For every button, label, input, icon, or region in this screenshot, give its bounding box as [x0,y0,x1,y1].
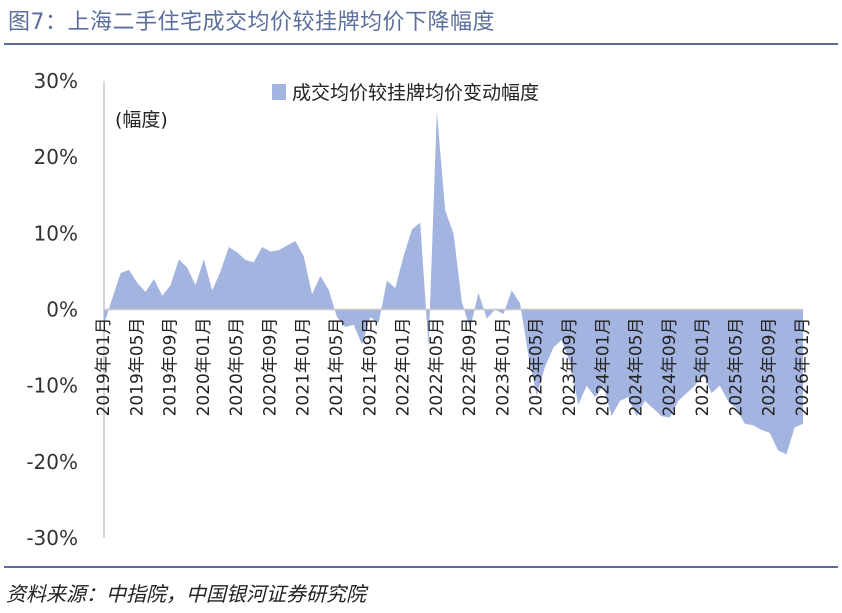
x-tick-label: 2019年01月 [94,318,114,417]
x-tick-label: 2023年01月 [493,318,513,417]
x-tick-label: 2022年09月 [460,317,480,416]
footer-divider [4,566,838,568]
x-tick-label: 2021年05月 [327,318,347,417]
legend-swatch [272,84,286,100]
x-tick-label: 2024年01月 [593,318,613,417]
chart-title: 图7：上海二手住宅成交均价较挂牌均价下降幅度 [8,10,495,35]
y-axis-ticks: 30% 20% 10% 0% -10% -20% -30% [26,69,78,550]
x-axis-ticks: 2019年01月 2019年05月 2019年09月 2020年01月 2020年05月… [94,317,813,416]
y-tick-label: 20% [34,145,78,169]
x-tick-label: 2019年05月 [127,318,147,417]
x-tick-label: 2026年01月 [793,318,813,417]
x-tick-label: 2022年01月 [394,318,414,417]
y-tick-label: -30% [26,526,78,550]
y-tick-label: 10% [34,221,78,245]
x-tick-label: 2020年05月 [227,318,247,417]
y-tick-label: -20% [26,450,78,474]
x-tick-label: 2020年09月 [260,318,280,417]
x-tick-label: 2024年09月 [660,318,680,417]
x-tick-label: 2020年01月 [194,318,214,417]
y-tick-label: 0% [46,298,78,322]
x-tick-label: 2022年05月 [427,318,447,417]
y-tick-label: 30% [34,69,78,93]
y-tick-label: -10% [26,374,78,398]
x-tick-label: 2023年09月 [560,318,580,417]
x-tick-label: 2024年05月 [627,318,647,417]
series-area [104,111,803,455]
x-tick-label: 2021年01月 [294,318,314,417]
x-tick-label: 2025年09月 [760,318,780,417]
x-tick-label: 2019年09月 [161,318,181,417]
x-tick-label: 2021年09月 [360,318,380,417]
unit-label: (幅度) [115,109,168,131]
x-tick-label: 2025年05月 [726,318,746,417]
x-tick-label: 2023年05月 [527,318,547,417]
x-tick-label: 2025年01月 [693,318,713,417]
area-chart: 30% 20% 10% 0% -10% -20% -30% 2019年01月 2019年05月… [26,69,813,550]
source-note: 资料来源：中指院，中国银河证券研究院 [6,582,366,606]
title-divider [4,43,838,45]
legend-label: 成交均价较挂牌均价变动幅度 [292,82,539,104]
